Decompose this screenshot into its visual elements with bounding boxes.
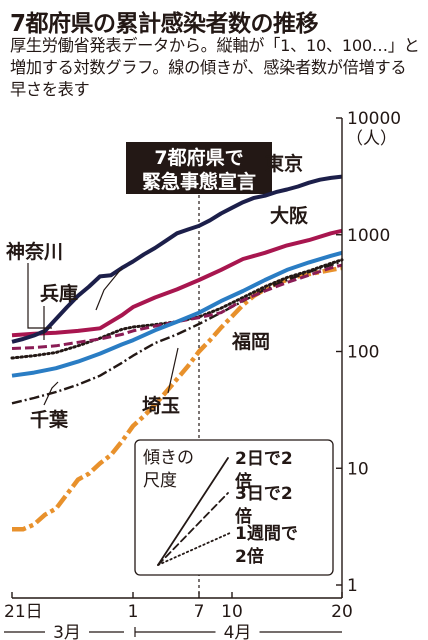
x-tick-label-4/7: 7	[194, 602, 205, 622]
y-tick-label-100: 100	[347, 343, 379, 363]
x-tick-label-4/1: 1	[128, 602, 139, 622]
y-tick-label-10: 10	[347, 459, 369, 479]
series-label-福岡: 福岡	[231, 330, 270, 353]
legend-label-2-line2: 2倍	[235, 546, 264, 567]
series-label-埼玉: 埼玉	[142, 394, 180, 417]
month-label-0: 3月	[53, 623, 81, 640]
legend-label-0-line1: 2日で2	[235, 449, 293, 469]
legend-title-line2: 尺度	[143, 471, 177, 491]
y-unit-label: （人）	[346, 129, 397, 149]
legend-label-1-line2: 倍	[235, 506, 252, 527]
legend-label-1-line1: 3日で2	[235, 484, 293, 504]
series-line-兵庫	[11, 263, 343, 350]
legend-box	[134, 439, 334, 576]
legend-label-2-line1: 1週間で	[235, 524, 298, 544]
series-label-東京: 東京	[265, 152, 303, 175]
x-tick-label-4/10: 10	[221, 602, 243, 622]
chart-title: 7都府県の累計感染者数の推移	[10, 11, 319, 37]
annotation-box	[126, 142, 272, 194]
chart-subtitle: 厚生労働省発表データから。縦軸が「1、10、100…」と増加する対数グラフ。線の…	[10, 36, 420, 99]
series-line-神奈川	[11, 250, 343, 378]
series-label-千葉: 千葉	[30, 409, 69, 431]
series-line-千葉	[10, 258, 344, 360]
annotation-text-line2: 緊急事態宣言	[142, 170, 256, 193]
legend-line-solid	[157, 457, 229, 566]
legend-label-0-line2: 倍	[235, 471, 252, 492]
annotation-text-line1: 7都府県で	[154, 146, 243, 169]
series-label-大阪: 大阪	[270, 204, 309, 227]
series-label-神奈川: 神奈川	[6, 240, 63, 263]
series-layer	[10, 174, 344, 532]
series-line-福岡	[12, 265, 343, 532]
series-line-東京	[11, 174, 343, 344]
series-label-兵庫: 兵庫	[40, 282, 78, 305]
y-tick-label-1: 1	[347, 576, 358, 596]
legend-line-dashed	[157, 492, 229, 566]
legend-title-line1: 傾きの	[143, 448, 194, 468]
series-line-大阪	[11, 228, 343, 338]
month-label-1: 4月	[224, 623, 252, 640]
x-tick-label-4/20: 20	[331, 602, 353, 622]
y-tick-label-1000: 1000	[347, 226, 390, 246]
leader-hyogo-2	[95, 267, 123, 311]
y-tick-label-10000: 10000	[347, 109, 401, 129]
series-line-埼玉	[11, 260, 343, 405]
axes: 1 10 100 1000 10000（人） 21日 1 7 10 20 3月 4月	[4, 109, 401, 640]
annotation: 7都府県で 緊急事態宣言	[126, 142, 272, 598]
legend-line-dotted	[157, 532, 231, 566]
leader-saitama	[167, 347, 179, 394]
x-tick-label-3/21: 21日	[4, 602, 43, 622]
leader-chiba	[43, 381, 59, 406]
